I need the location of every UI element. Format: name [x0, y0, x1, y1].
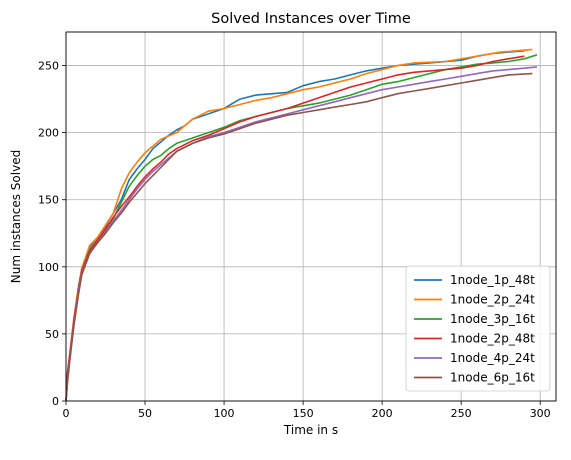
y-tick-label: 0	[52, 395, 59, 408]
series-line-1node_6p_16t	[65, 72, 533, 402]
y-tick-label: 50	[45, 328, 59, 341]
y-tick-label: 250	[38, 60, 59, 73]
legend-label: 1node_2p_24t	[450, 293, 535, 307]
x-tick-label: 200	[372, 407, 393, 420]
x-tick-label: 100	[214, 407, 235, 420]
legend-label: 1node_3p_16t	[450, 312, 535, 326]
legend-label: 1node_4p_24t	[450, 351, 535, 365]
legend-label: 1node_1p_48t	[450, 273, 535, 287]
x-tick-label: 150	[293, 407, 314, 420]
legend-label: 1node_6p_16t	[450, 371, 535, 385]
chart-title: Solved Instances over Time	[211, 11, 411, 27]
plot-frame	[65, 31, 557, 402]
legend-box	[405, 265, 551, 392]
y-axis-label: Num instances Solved	[9, 150, 23, 283]
legend: 1node_1p_48t 1node_2p_24t 1node_3p_16t 1nod…	[405, 265, 551, 392]
series-lines	[65, 48, 538, 402]
axis-ticks: 0 50 100 150 200 250 300 0 50 100 150 200 250	[38, 60, 551, 420]
series-line-1node_2p_24t	[65, 48, 533, 402]
x-tick-label: 300	[530, 407, 551, 420]
x-tick-label: 50	[138, 407, 152, 420]
series-line-1node_2p_48t	[65, 55, 525, 402]
legend-label: 1node_2p_48t	[450, 332, 535, 346]
x-tick-label: 250	[451, 407, 472, 420]
x-tick-label: 0	[63, 407, 70, 420]
y-tick-label: 200	[38, 127, 59, 140]
y-tick-label: 150	[38, 194, 59, 207]
x-axis-label: Time in s	[283, 423, 338, 437]
y-tick-label: 100	[38, 261, 59, 274]
